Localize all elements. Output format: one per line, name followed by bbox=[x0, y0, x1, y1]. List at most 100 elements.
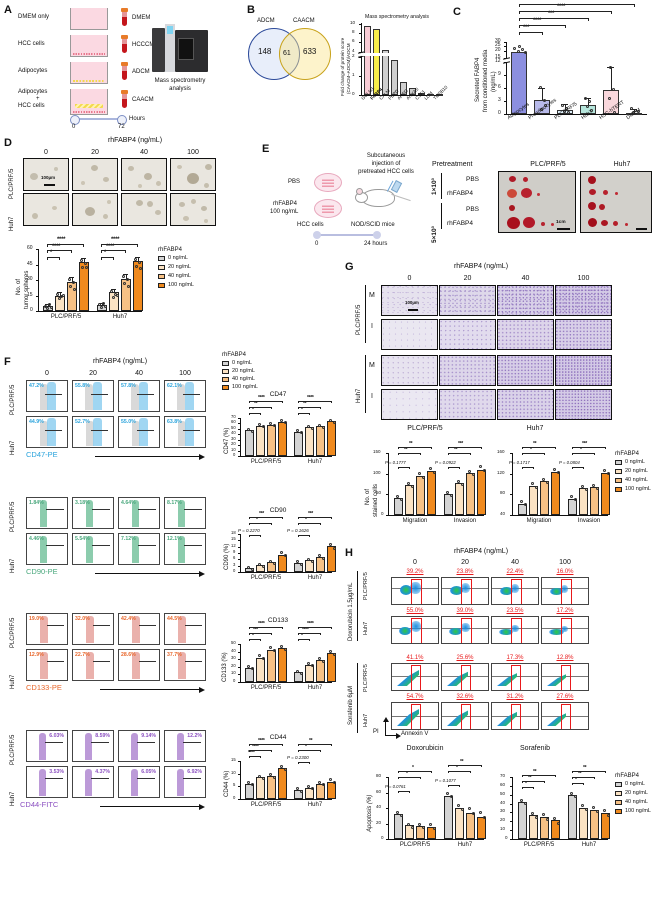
flow-dox-plc-3 bbox=[541, 577, 589, 605]
panel-h-charthead-0: Doxorubicin bbox=[406, 745, 444, 752]
flow-cd44-plc-2-pct: 9.14% bbox=[141, 733, 156, 739]
panel-d-dose-2: 40 bbox=[140, 149, 148, 156]
panel-e-treat-3: rhFABP4 bbox=[447, 220, 474, 227]
panelg-legend-swatch-1 bbox=[615, 469, 622, 474]
paneld-legend-2: 40 ng/mL bbox=[168, 273, 191, 279]
panelc-cat-2: PLC/PRF/5 bbox=[553, 101, 579, 122]
flow-cd133-huh-3: 37.7% bbox=[164, 649, 206, 681]
flow-cd47-plc-3-pct: 62.1% bbox=[167, 383, 182, 389]
panelf-cd90-xgroup-0: PLC/PRF/5 bbox=[250, 575, 282, 581]
panel-a-cond-0: DMEM only bbox=[18, 14, 50, 20]
panel-g-sub-i1: I bbox=[371, 323, 373, 330]
tube-caacm bbox=[121, 90, 128, 114]
panel-h-dose-0: 0 bbox=[413, 559, 417, 566]
panel-f-dose-0: 0 bbox=[45, 370, 49, 377]
flow-cd90-plc-0: 1.84% bbox=[26, 497, 68, 529]
panelf-cd47-row-plc: PLC/PRF/5 bbox=[10, 384, 16, 415]
panelh-sor-xgroup-1: Huh7 bbox=[581, 842, 597, 848]
panelh-legend-swatch-2 bbox=[615, 800, 622, 805]
venn-count-left: 148 bbox=[258, 47, 272, 56]
flow-cd133-plc-2: 42.4% bbox=[118, 613, 160, 645]
panel-a-cond-3c: HCC cells bbox=[18, 103, 45, 109]
panelf-chart-cd44: CD44 CD44 (%) 0 5 10 15 **** **** **** P… bbox=[218, 734, 336, 813]
flow-cd90-plc-1: 3.18% bbox=[72, 497, 114, 529]
panel-e-mice: NOD/SCID mice bbox=[351, 222, 395, 228]
flow-cd47-huh-3-pct: 63.8% bbox=[167, 419, 182, 425]
panel-h-drug-1: Sorafenib 6µM bbox=[348, 685, 354, 725]
flow-cd44-plc-3-pct: 12.2% bbox=[187, 733, 202, 739]
panel-d-row-0: PLC/PRF/5 bbox=[9, 168, 15, 199]
sphere-image-huh-0 bbox=[23, 193, 69, 226]
panel-g-dose-2: 40 bbox=[521, 275, 530, 282]
panel-d: D rhFABP4 (ng/mL) 0 20 40 100 PLC/PRF/5 … bbox=[0, 133, 240, 330]
paneld-bar-plc-3 bbox=[79, 262, 89, 311]
venn-circle-caacm bbox=[279, 28, 331, 80]
panelf-cd44-row-huh: Huh7 bbox=[10, 791, 16, 806]
massspec-bar-CALM bbox=[382, 50, 389, 95]
panelh-legend-title: rhFABP4 bbox=[615, 773, 640, 779]
panelc-sig-3: **** bbox=[557, 4, 566, 10]
panel-g-dose-3: 100 bbox=[577, 275, 590, 282]
flow-cd44-plc-0: 6.03% bbox=[26, 730, 68, 762]
panelg-chart-huh: 40 80 120 160 P = 0.1717 * ** P = 0.0804… bbox=[483, 437, 613, 537]
panelf-cd90-pval-plc: P = 0.2270 bbox=[238, 528, 260, 533]
panelh-dox-pval-plc: P = 0.0761 bbox=[385, 784, 406, 789]
massspec-bar-CSF1 bbox=[418, 92, 425, 95]
flask-adipocytes bbox=[70, 62, 108, 84]
panel-e-fabp4-2: 100 ng/mL bbox=[270, 209, 299, 215]
panel-e-treat-2: PBS bbox=[466, 206, 480, 213]
panelf-cd44-ylabel: CD44 (%) bbox=[224, 770, 230, 797]
panel-f-label: F bbox=[4, 356, 11, 368]
panel-b-label: B bbox=[247, 4, 255, 16]
flow-cd47-huh-0: 44.9% bbox=[26, 416, 68, 448]
panel-d-ylabel-1: No. of bbox=[16, 278, 22, 295]
transwell-huh-i-2 bbox=[497, 389, 554, 420]
timeline-t0: 0 bbox=[72, 124, 76, 130]
panelc-sig-0: *** bbox=[523, 25, 530, 31]
panel-e-pretreatment-header: Pretreatment bbox=[432, 161, 473, 168]
tube-hcccm bbox=[121, 35, 128, 59]
flow-cd44-huh-3: 6.92% bbox=[164, 766, 206, 798]
flow-dox-plc-1 bbox=[441, 577, 489, 605]
flow-cd47-huh-3: 63.8% bbox=[164, 416, 206, 448]
panelf-legend-swatch-1 bbox=[222, 369, 229, 374]
flow-cd44-plc-1: 8.59% bbox=[72, 730, 114, 762]
panelf-cd90-title: CD90 bbox=[269, 507, 287, 514]
flow-sor-plc-3 bbox=[541, 663, 589, 691]
flow-cd44-huh-2-pct: 6.05% bbox=[141, 769, 156, 775]
panelh-legend-0: 0 ng/mL bbox=[625, 781, 645, 787]
flow-cd90-plc-0-pct: 1.84% bbox=[29, 500, 44, 506]
panelf-cd90-pval-huh: P = 0.1626 bbox=[287, 528, 309, 533]
flow-cd90-huh-2-pct: 7.12% bbox=[121, 536, 136, 542]
panel-g-label: G bbox=[345, 261, 354, 273]
flow-cd90-huh-3-pct: 12.1% bbox=[167, 536, 182, 542]
panelf-cd47-xgroup-0: PLC/PRF/5 bbox=[250, 459, 282, 465]
panel-h-axis-x: Annexin V bbox=[401, 731, 429, 737]
panelg-plc-pval-inv: P = 0.0922 bbox=[435, 460, 456, 465]
transwell-plc-i-3 bbox=[555, 319, 612, 350]
transwell-huh-m-1 bbox=[439, 355, 496, 386]
paneld-legend-0: 0 ng/mL bbox=[168, 255, 188, 261]
panelc-sig-2: *** bbox=[548, 11, 555, 17]
panelh-dox-xgroup-0: PLC/PRF/5 bbox=[399, 842, 431, 848]
paneld-legend-swatch-0 bbox=[158, 256, 165, 261]
transwell-huh-i-0 bbox=[381, 389, 438, 420]
transwell-huh-i-1 bbox=[439, 389, 496, 420]
transwell-plc-i-0 bbox=[381, 319, 438, 350]
flow-dox-huh-3 bbox=[541, 616, 589, 644]
panelh-legend-swatch-3 bbox=[615, 809, 622, 814]
panel-c-label: C bbox=[453, 6, 461, 18]
sphere-image-plc-0: 100µm bbox=[23, 158, 69, 191]
panel-g-sub-m1: M bbox=[369, 292, 375, 299]
panelf-legend-swatch-0 bbox=[222, 361, 229, 366]
sphere-image-huh-1 bbox=[72, 193, 118, 226]
panel-d-dose-1: 20 bbox=[91, 149, 99, 156]
flow-cd133-plc-1: 32.0% bbox=[72, 613, 114, 645]
panelf-cd133-xgroup-0: PLC/PRF/5 bbox=[250, 685, 282, 691]
panel-h-row-3: Huh7 bbox=[363, 713, 369, 727]
panel-h-pct-dox-huh-0: 55.0% bbox=[406, 608, 424, 614]
transwell-plc-i-1 bbox=[439, 319, 496, 350]
massspec-bar-TMSB10 bbox=[436, 94, 443, 97]
panel-g: G rhFABP4 (ng/mL) 0 20 40 100 PLC/PRF/5 … bbox=[335, 255, 659, 545]
panelh-dox-xgroup-1: Huh7 bbox=[457, 842, 473, 848]
